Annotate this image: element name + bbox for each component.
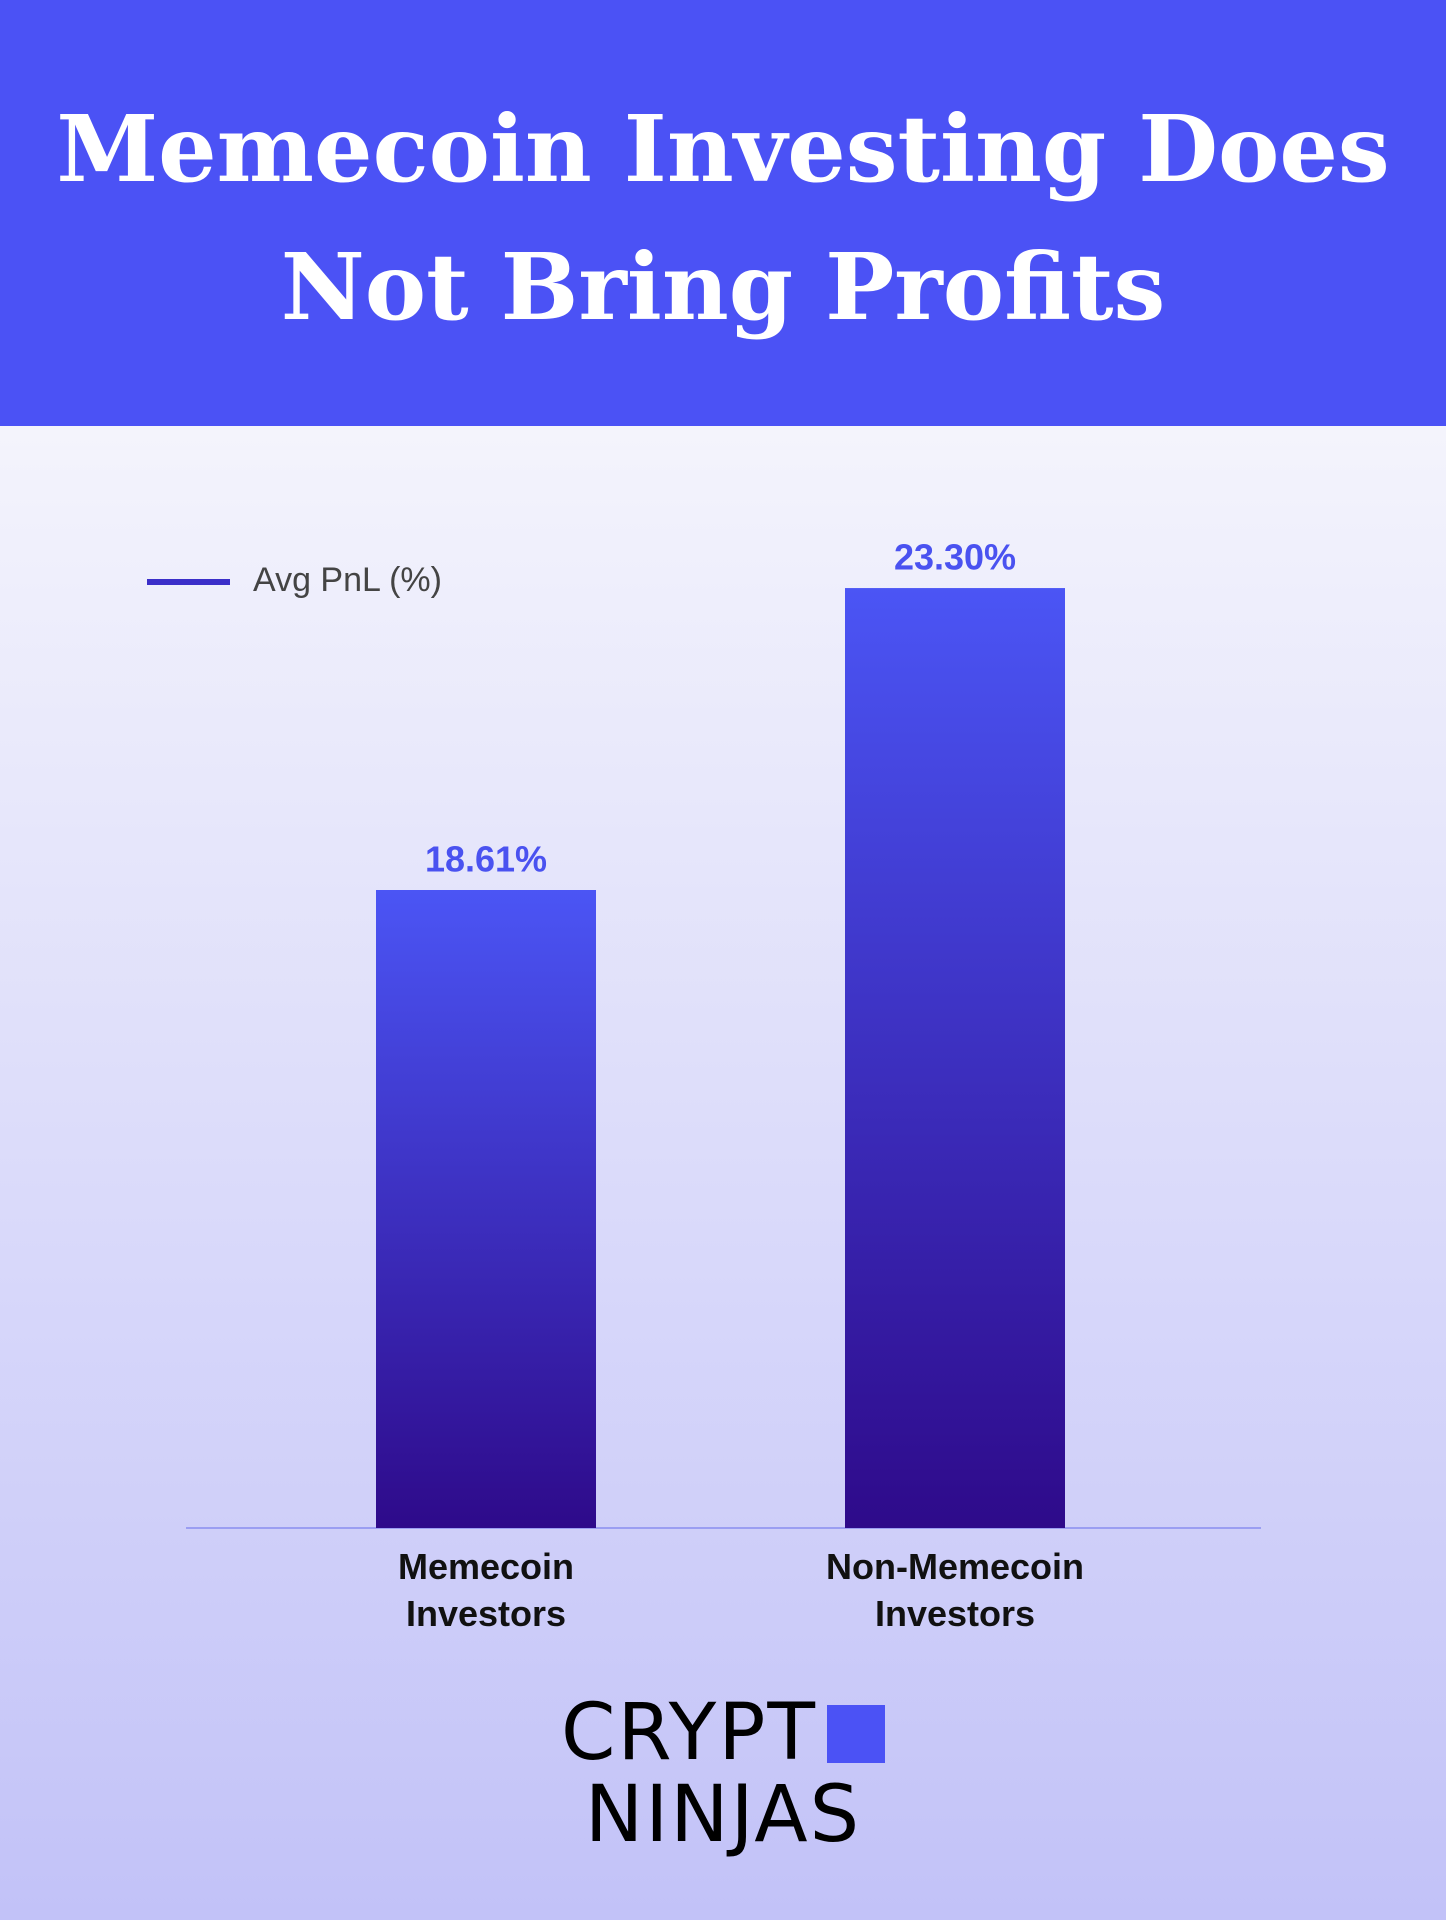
logo-bottom: NINJAS: [584, 1770, 862, 1860]
data-label: 18.61%: [425, 839, 547, 880]
logo-top: CRYPT: [0, 1688, 1446, 1778]
logo-icon: [827, 1705, 885, 1763]
data-label: 23.30%: [894, 537, 1016, 578]
legend-label: Avg PnL (%): [253, 561, 442, 599]
title: Memecoin Investing Does Not Bring Profit…: [56, 95, 1390, 341]
bar: [845, 588, 1065, 1528]
header: Memecoin Investing Does Not Bring Profit…: [0, 0, 1446, 426]
x-tick-label: Memecoin Investors: [397, 1546, 575, 1634]
logo-text: CRYPT: [561, 1688, 817, 1778]
x-tick-label: Non-Memecoin Investors: [825, 1546, 1084, 1634]
bar: [376, 890, 596, 1528]
